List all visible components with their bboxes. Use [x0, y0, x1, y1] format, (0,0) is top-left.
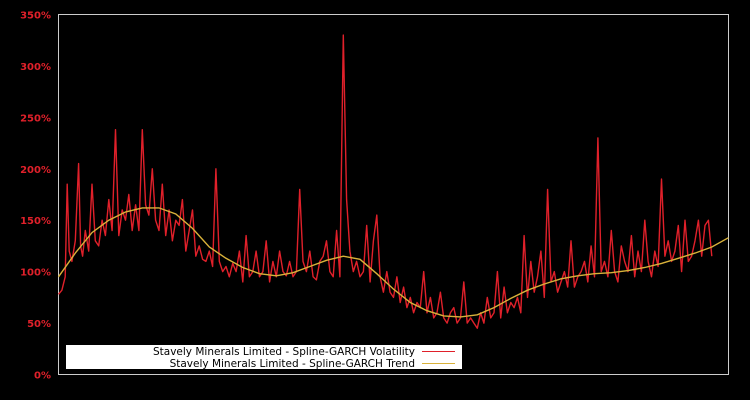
y-tick-label: 200%: [20, 165, 51, 176]
legend-label-trend: Stavely Minerals Limited - Spline-GARCH …: [170, 358, 415, 370]
trend-series-line: [57, 207, 729, 318]
y-tick-label: 100%: [20, 268, 51, 279]
legend-box: [66, 345, 462, 369]
y-tick-label: 350%: [20, 11, 51, 22]
y-tick-label: 150%: [20, 216, 51, 227]
y-axis-ticks: 0% 50% 100% 150% 200% 250% 300% 350%: [20, 11, 51, 382]
volatility-series-line: [57, 34, 713, 329]
y-tick-label: 250%: [20, 113, 51, 124]
y-tick-label: 50%: [27, 319, 51, 330]
legend-label-volatility: Stavely Minerals Limited - Spline-GARCH …: [153, 346, 415, 358]
y-tick-label: 0%: [34, 371, 51, 382]
plot-frame: [58, 14, 729, 375]
legend: Stavely Minerals Limited - Spline-GARCH …: [66, 345, 462, 370]
y-tick-label: 300%: [20, 62, 51, 73]
